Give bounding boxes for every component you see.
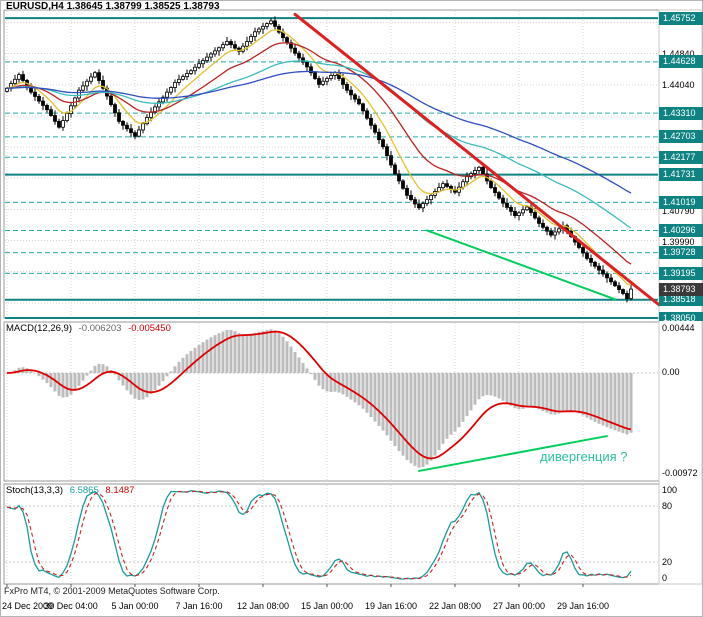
stoch-axis-tick: 0 <box>662 573 668 583</box>
price-axis-tick: 1.44840 <box>662 48 695 59</box>
macd-name: MACD(12,26,9) <box>6 323 72 334</box>
price-level-badge: 1.40296 <box>659 224 703 238</box>
price-level-badge: 1.44628 <box>659 55 703 69</box>
macd-value-main: -0.006203 <box>78 323 122 334</box>
price-axis-tick: 1.44040 <box>662 79 695 90</box>
ohlc-close: 1.38793 <box>183 1 220 12</box>
stoch-indicator-label: Stoch(13,3,3) 6.5865 8.1487 <box>6 485 134 496</box>
price-scale[interactable]: 1.44840 1.44040 1.40790 1.39990 1.45752 1.446… <box>659 0 703 321</box>
date-label: 5 Jan 00:00 <box>111 601 159 611</box>
date-label: 24 Dec 2009 <box>2 601 54 611</box>
price-level-badge: 1.43310 <box>659 106 703 120</box>
date-label: 12 Jan 08:00 <box>236 601 290 611</box>
macd-value-signal: -0.005450 <box>128 323 171 334</box>
price-level-badge: 1.39728 <box>659 246 703 260</box>
symbol-ohlc-label: EURUSD,H4 1.38645 1.38799 1.38525 1.3879… <box>6 1 220 12</box>
macd-indicator-label: MACD(12,26,9) -0.006203 -0.005450 <box>6 323 171 334</box>
copyright-label: FxPro MT4, © 2001-2009 MetaQuotes Softwa… <box>4 586 220 596</box>
price-level-badge: 1.38518 <box>659 293 703 307</box>
stoch-axis-tick: 20 <box>662 557 673 568</box>
date-label: 29 Jan 16:00 <box>556 601 610 611</box>
time-scale[interactable]: 24 Dec 2009 30 Dec 04:00 5 Jan 00:00 7 Jan … <box>0 599 703 616</box>
price-axis-tick: 1.39990 <box>662 237 695 248</box>
divergence-annotation[interactable]: дивергенция ? <box>540 449 628 464</box>
stoch-axis-tick: 80 <box>662 500 673 511</box>
date-label: 15 Jan 00:00 <box>300 601 354 611</box>
date-label: 22 Jan 08:00 <box>428 601 482 611</box>
price-level-badge: 1.42703 <box>659 130 703 144</box>
symbol-period: EURUSD,H4 <box>6 1 64 12</box>
price-axis-tick: 1.40790 <box>662 206 695 217</box>
stoch-value-signal: 8.1487 <box>105 485 135 496</box>
stoch-value-main: 6.5865 <box>69 485 99 496</box>
price-level-badge: 1.45752 <box>659 11 703 25</box>
price-level-badge: 1.41019 <box>659 195 703 209</box>
date-label: 19 Jan 16:00 <box>364 601 418 611</box>
current-price-badge: 1.38793 <box>659 282 703 296</box>
price-level-badge: 1.39195 <box>659 266 703 280</box>
price-level-badge: 1.41731 <box>659 168 703 182</box>
macd-scale-zero: 0.00 <box>662 367 680 377</box>
ohlc-high: 1.38799 <box>105 1 142 12</box>
stoch-scale[interactable]: 100 80 20 0 <box>659 484 703 585</box>
price-level-badge: 1.38050 <box>659 311 703 321</box>
date-label: 27 Jan 00:00 <box>492 601 546 611</box>
macd-scale-min: -0.00972 <box>662 468 698 478</box>
ohlc-open: 1.38645 <box>66 1 103 12</box>
stoch-axis-tick: 100 <box>662 485 678 495</box>
macd-scale-max: 0.00444 <box>662 323 695 333</box>
date-label: 7 Jan 16:00 <box>175 601 223 611</box>
stoch-name: Stoch(13,3,3) <box>6 485 64 496</box>
ohlc-low: 1.38525 <box>144 1 181 12</box>
date-label: 30 Dec 04:00 <box>44 601 98 611</box>
price-level-badge: 1.42177 <box>659 150 703 164</box>
